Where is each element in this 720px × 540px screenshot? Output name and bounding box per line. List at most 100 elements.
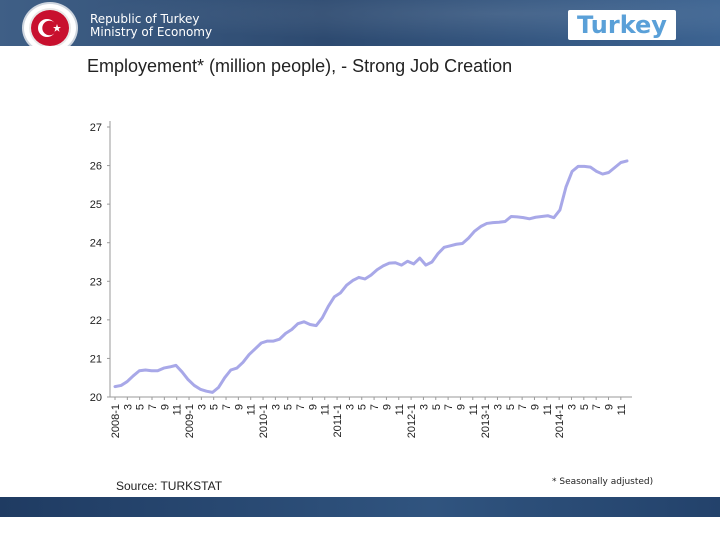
- data-point-47: [400, 263, 403, 267]
- data-point-70: [540, 215, 543, 218]
- data-point-26: [272, 339, 275, 343]
- data-point-50: [418, 256, 421, 260]
- data-point-55: [449, 244, 452, 247]
- data-point-81: [607, 171, 610, 174]
- x-tick-label-3: 7: [147, 404, 159, 410]
- data-point-1: [119, 384, 123, 387]
- data-point-42: [369, 273, 373, 277]
- data-point-23: [253, 347, 257, 350]
- data-point-64: [503, 220, 507, 223]
- data-point-21: [241, 361, 245, 364]
- data-point-3: [132, 374, 135, 377]
- y-tick-label-24: 24: [90, 238, 102, 250]
- data-point-60: [479, 225, 482, 228]
- x-tick-label-27: 7: [443, 404, 455, 410]
- data-point-15: [205, 390, 208, 393]
- data-point-66: [516, 215, 519, 219]
- data-point-12: [186, 378, 190, 381]
- data-point-48: [406, 260, 409, 263]
- data-point-24: [260, 341, 263, 345]
- data-point-4: [138, 369, 141, 372]
- data-point-36: [333, 295, 336, 298]
- x-tick-label-29: 11: [468, 404, 480, 415]
- data-point-46: [394, 261, 397, 264]
- data-point-5: [144, 368, 147, 372]
- x-tick-label-13: 3: [270, 404, 282, 410]
- data-point-16: [211, 391, 214, 394]
- data-point-51: [424, 263, 428, 267]
- data-point-20: [235, 366, 239, 370]
- y-tick-label-27: 27: [90, 122, 102, 134]
- x-tick-label-31: 3: [492, 404, 504, 410]
- data-point-78: [589, 165, 592, 169]
- y-tick-label-22: 22: [90, 315, 102, 327]
- data-point-17: [217, 386, 220, 389]
- x-tick-label-12: 2010-1: [258, 404, 270, 438]
- data-point-43: [375, 268, 379, 271]
- turkey-logo: Turkey: [568, 10, 676, 40]
- data-point-80: [601, 172, 604, 176]
- crescent-star-icon: [38, 19, 61, 37]
- data-point-29: [290, 328, 293, 331]
- data-point-2: [125, 380, 129, 383]
- x-tick-label-25: 3: [418, 404, 430, 410]
- y-tick-label-26: 26: [90, 161, 102, 173]
- data-point-19: [229, 368, 233, 372]
- x-tick-label-5: 11: [172, 404, 184, 415]
- x-tick-label-21: 7: [369, 404, 381, 410]
- x-tick-label-9: 7: [221, 404, 233, 410]
- series-line-employment: [113, 159, 629, 394]
- data-point-76: [577, 165, 580, 168]
- data-point-67: [522, 216, 525, 219]
- data-point-41: [363, 277, 367, 281]
- data-point-49: [412, 262, 415, 266]
- x-tick-label-1: 3: [122, 404, 134, 410]
- data-point-73: [558, 208, 562, 212]
- x-tick-label-32: 5: [505, 404, 517, 410]
- x-tick-label-6: 2009-1: [184, 404, 196, 438]
- x-tick-label-40: 9: [603, 404, 615, 410]
- x-tick-label-37: 3: [566, 404, 578, 410]
- x-tick-label-35: 11: [542, 404, 554, 415]
- data-point-61: [485, 222, 489, 225]
- data-point-63: [497, 221, 501, 224]
- data-point-13: [193, 384, 196, 387]
- data-point-69: [534, 216, 537, 219]
- data-point-9: [168, 365, 172, 369]
- x-tick-label-19: 3: [344, 404, 356, 410]
- data-point-39: [351, 279, 354, 282]
- data-point-0: [113, 385, 117, 388]
- x-tick-label-0: 2008-1: [110, 404, 122, 438]
- footer-bar: [0, 497, 720, 517]
- y-tick-label-23: 23: [90, 276, 102, 288]
- x-tick-label-22: 9: [381, 404, 393, 410]
- emblem-ring: [29, 8, 71, 46]
- data-point-79: [595, 170, 598, 173]
- x-tick-label-14: 5: [283, 404, 295, 410]
- x-tick-label-18: 2011-1: [332, 404, 344, 437]
- x-tick-label-33: 7: [517, 404, 529, 410]
- header-bar: Republic of Turkey Ministry of Economy T…: [0, 0, 720, 46]
- data-point-34: [321, 316, 324, 320]
- data-point-59: [473, 229, 476, 233]
- data-point-75: [570, 170, 574, 173]
- x-tick-label-17: 11: [320, 404, 332, 415]
- org-line-2: Ministry of Economy: [90, 25, 213, 39]
- data-point-27: [278, 337, 281, 341]
- y-tick-label-25: 25: [90, 199, 102, 211]
- org-line-1: Republic of Turkey: [90, 12, 200, 26]
- data-point-35: [327, 305, 330, 308]
- data-point-22: [247, 353, 251, 356]
- data-point-84: [625, 159, 629, 163]
- seasonal-adjustment-note: * Seasonally adjusted): [552, 477, 654, 487]
- data-point-52: [430, 260, 434, 264]
- data-point-31: [302, 320, 306, 323]
- data-point-57: [461, 242, 464, 245]
- x-tick-label-7: 3: [196, 404, 208, 410]
- data-point-28: [284, 332, 287, 335]
- data-point-11: [180, 370, 184, 374]
- data-point-71: [546, 214, 549, 217]
- data-point-45: [388, 261, 391, 265]
- x-tick-label-20: 5: [357, 404, 369, 410]
- x-tick-label-36: 2014-1: [554, 404, 566, 438]
